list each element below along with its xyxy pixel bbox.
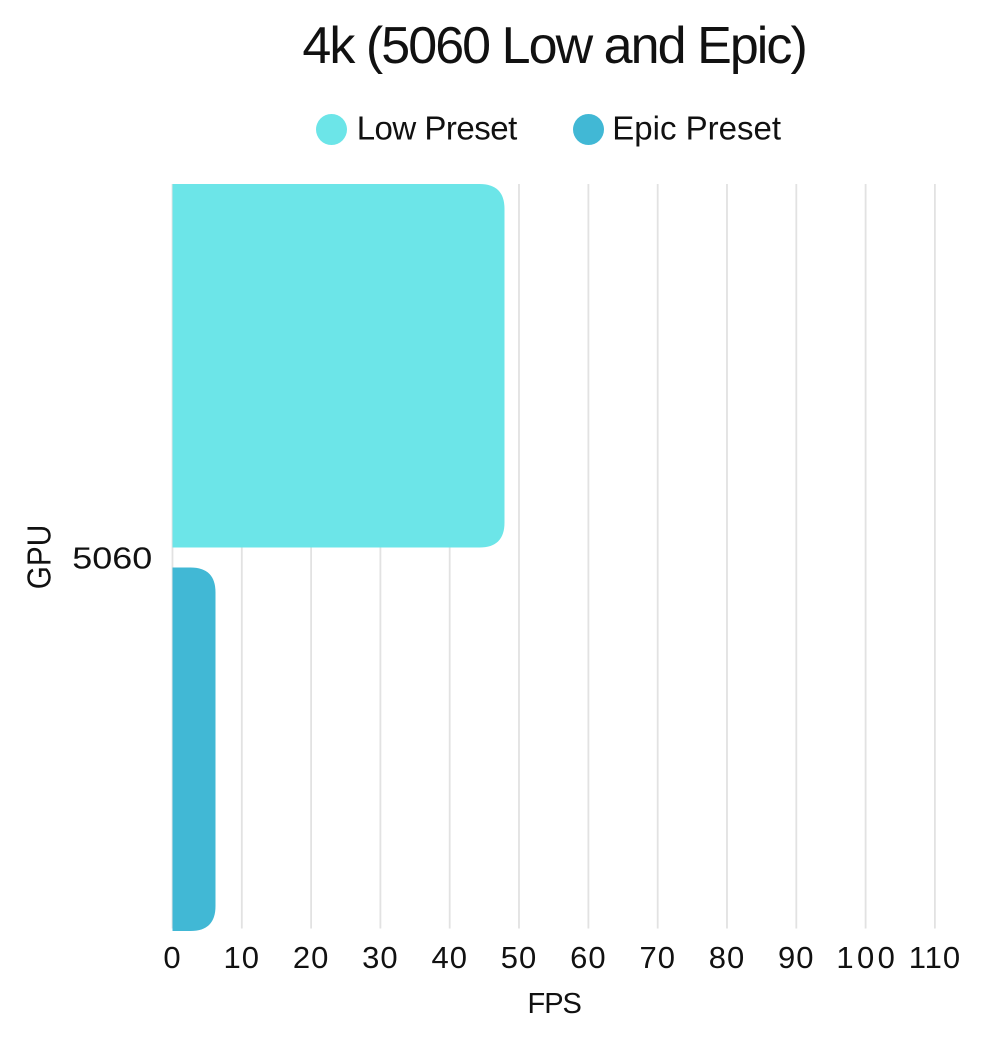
svg-text:20: 20	[293, 940, 329, 975]
svg-text:GPU: GPU	[21, 525, 58, 590]
svg-text:Low Preset: Low Preset	[357, 110, 517, 147]
svg-text:Epic Preset: Epic Preset	[612, 110, 781, 147]
svg-text:110: 110	[909, 940, 961, 975]
svg-text:30: 30	[362, 940, 398, 975]
svg-text:70: 70	[639, 940, 675, 975]
svg-text:100: 100	[836, 940, 898, 975]
svg-text:80: 80	[709, 940, 745, 975]
svg-text:5060: 5060	[72, 541, 152, 575]
svg-text:90: 90	[778, 940, 814, 975]
svg-text:4k (5060 Low and Epic): 4k (5060 Low and Epic)	[302, 17, 805, 75]
svg-text:10: 10	[224, 940, 260, 975]
svg-text:FPS: FPS	[527, 988, 581, 1020]
svg-text:60: 60	[570, 940, 606, 975]
svg-text:0: 0	[163, 940, 181, 975]
svg-text:50: 50	[501, 940, 537, 975]
svg-text:40: 40	[431, 940, 467, 975]
